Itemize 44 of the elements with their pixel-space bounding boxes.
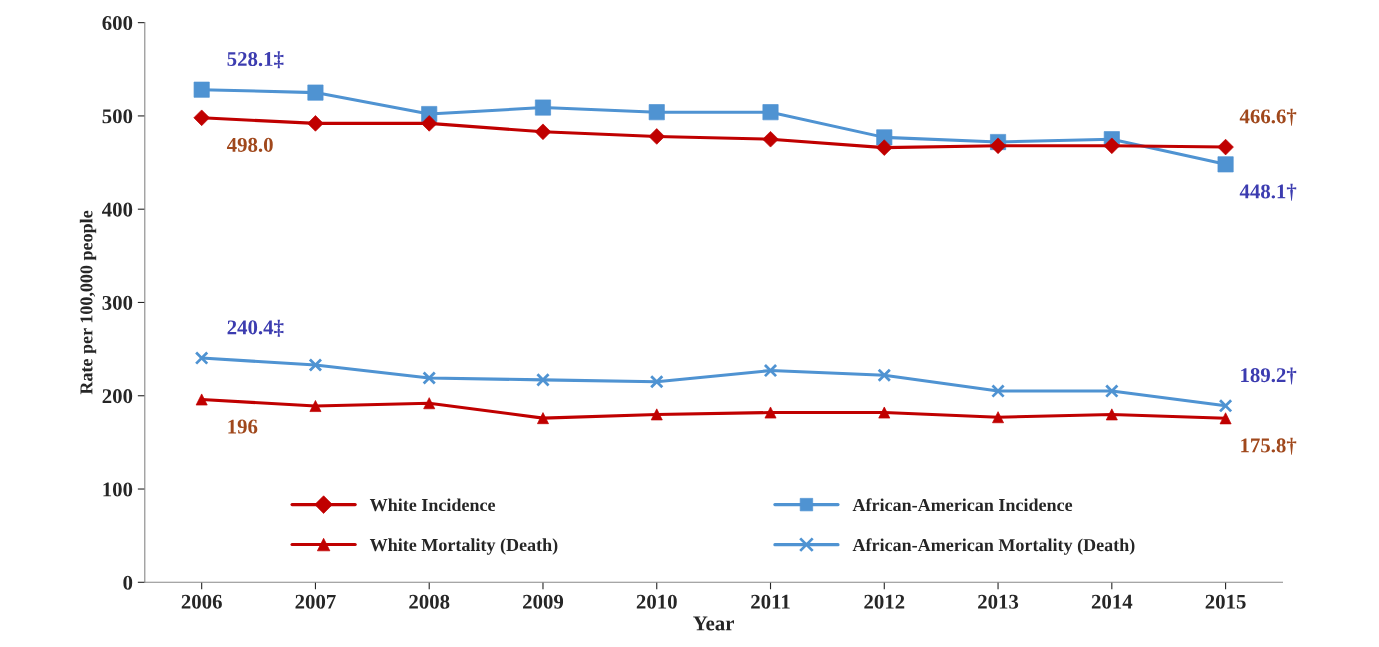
- x-tick-label: 2012: [864, 594, 905, 609]
- x-tick-label: 2010: [636, 594, 677, 609]
- annotation: 466.6†: [1239, 108, 1297, 126]
- point: [1217, 138, 1234, 156]
- legend-label: African-American Mortality (Death): [852, 538, 1135, 555]
- point: [194, 351, 209, 366]
- x-tick-label: 2013: [978, 594, 1019, 609]
- point: [648, 128, 665, 145]
- annotation: 189.2†: [1241, 367, 1297, 385]
- x-tick-label: 2011: [751, 594, 790, 609]
- x-tick-label: 2008: [409, 594, 450, 609]
- point: [991, 384, 1005, 399]
- legend-label: White Incidence: [369, 498, 496, 512]
- x-tick-label: 2015: [1205, 594, 1246, 609]
- annotation: 528.1‡: [227, 51, 284, 69]
- point: [308, 358, 323, 372]
- point: [536, 372, 550, 387]
- point: [421, 115, 438, 132]
- point: [877, 368, 892, 383]
- annotation: 240.4‡: [227, 319, 284, 337]
- annotation: 175.8†: [1241, 437, 1297, 455]
- x-tick-label: 2009: [523, 594, 564, 609]
- legend-label: African-American Incidence: [852, 498, 1073, 512]
- x-tick-label: 2006: [181, 594, 222, 609]
- y-axis-title: Rate per 100,000 people: [79, 210, 97, 395]
- y-tick-label: 100: [103, 482, 133, 497]
- x-tick-label: 2014: [1091, 594, 1133, 609]
- y-tick-label: 600: [102, 16, 133, 31]
- x-tick-label: 2007: [295, 594, 336, 609]
- annotation: 498.0: [226, 137, 273, 152]
- x-axis-title: Year: [693, 616, 734, 631]
- point: [422, 371, 437, 385]
- point: [1104, 384, 1119, 399]
- y-tick-label: 0: [123, 575, 133, 590]
- annotation: 196: [228, 419, 258, 434]
- point: [1218, 398, 1233, 413]
- y-tick-label: 400: [102, 202, 133, 217]
- y-tick-label: 200: [102, 389, 133, 404]
- y-tick-label: 300: [102, 295, 133, 310]
- legend-label: White Mortality (Death): [369, 538, 558, 555]
- y-tick-label: 500: [102, 109, 133, 124]
- point: [763, 363, 778, 378]
- annotation: 448.1†: [1239, 183, 1297, 201]
- point: [649, 374, 664, 389]
